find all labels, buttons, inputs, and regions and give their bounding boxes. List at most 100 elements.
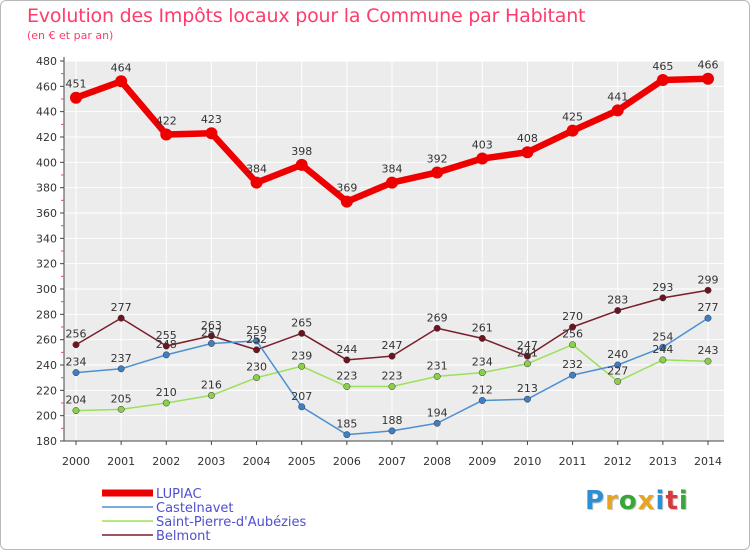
y-tick-label: 240 xyxy=(36,359,57,372)
data-point xyxy=(298,403,306,411)
y-gridlines xyxy=(64,60,724,442)
data-label: 277 xyxy=(698,301,719,314)
data-label: 256 xyxy=(562,328,583,341)
legend-label: Belmont xyxy=(156,529,210,544)
data-label: 256 xyxy=(66,328,87,341)
data-point xyxy=(253,346,261,354)
data-point xyxy=(162,399,170,407)
data-label: 398 xyxy=(291,145,312,158)
legend: LUPIACCastelnavetSaint-Pierre-d'Aubézies… xyxy=(102,487,307,544)
x-tick-label: 2007 xyxy=(378,455,406,468)
data-label: 261 xyxy=(472,321,493,334)
data-point xyxy=(478,369,486,377)
data-point xyxy=(433,419,441,427)
data-point xyxy=(659,343,667,351)
data-label: 270 xyxy=(562,310,583,323)
data-label: 384 xyxy=(382,163,403,176)
x-tick-label: 2014 xyxy=(694,455,722,468)
data-point xyxy=(614,361,622,369)
x-tick-label: 2003 xyxy=(197,455,225,468)
data-point xyxy=(388,352,396,360)
logo-letter: P xyxy=(585,486,606,516)
data-label: 403 xyxy=(472,139,493,152)
data-label: 241 xyxy=(517,347,538,360)
data-label: 465 xyxy=(652,60,673,73)
data-label: 441 xyxy=(607,90,628,103)
series-belmont xyxy=(72,286,712,364)
data-point xyxy=(117,365,125,373)
data-point xyxy=(569,371,577,379)
data-label: 234 xyxy=(472,356,493,369)
data-point xyxy=(295,158,308,171)
data-label: 232 xyxy=(562,358,583,371)
x-tick-label: 2001 xyxy=(107,455,135,468)
data-point xyxy=(702,72,714,85)
data-label: 408 xyxy=(517,132,538,145)
data-point xyxy=(614,307,622,314)
data-point xyxy=(207,332,215,340)
data-label: 216 xyxy=(201,378,222,391)
x-tick-label: 2009 xyxy=(468,455,496,468)
data-point xyxy=(433,324,441,332)
data-point xyxy=(659,356,667,364)
data-point xyxy=(250,176,263,189)
data-label: 244 xyxy=(652,343,673,356)
data-point xyxy=(72,407,80,415)
data-label: 248 xyxy=(156,338,177,351)
y-tick-label: 360 xyxy=(36,207,57,220)
x-tick-label: 2002 xyxy=(152,455,180,468)
data-label: 194 xyxy=(427,406,448,419)
data-point xyxy=(72,341,80,349)
data-label: 269 xyxy=(427,311,448,324)
y-tick-label: 280 xyxy=(36,308,57,321)
data-label: 223 xyxy=(336,370,357,383)
y-tick-label: 180 xyxy=(36,435,57,448)
data-label: 210 xyxy=(156,386,177,399)
data-point xyxy=(704,314,712,322)
y-tick-labels: 180 200 220 240 260 280 300 320 340 360 380 400 420 4… xyxy=(36,55,64,448)
data-label: 254 xyxy=(652,330,673,343)
data-label: 425 xyxy=(562,111,583,124)
x-tick-label: 2010 xyxy=(513,455,541,468)
y-tick-label: 400 xyxy=(36,156,57,169)
data-label: 265 xyxy=(291,316,312,329)
data-label: 237 xyxy=(111,352,132,365)
data-point xyxy=(523,360,531,368)
data-point xyxy=(343,356,351,364)
data-point xyxy=(70,91,82,104)
data-label: 204 xyxy=(66,394,87,407)
data-point xyxy=(659,294,667,302)
data-label: 230 xyxy=(246,361,267,374)
legend-label: Saint-Pierre-d'Aubézies xyxy=(156,515,307,530)
data-label: 185 xyxy=(336,418,357,431)
data-point xyxy=(388,427,396,435)
y-tick-label: 340 xyxy=(36,232,57,245)
x-tick-label: 2008 xyxy=(423,455,451,468)
data-point xyxy=(207,391,215,399)
data-point xyxy=(386,176,398,189)
data-label: 240 xyxy=(607,348,628,361)
data-point xyxy=(523,352,531,360)
data-point xyxy=(253,374,261,382)
data-point xyxy=(704,357,712,365)
data-label: 212 xyxy=(472,383,493,396)
data-label: 283 xyxy=(607,294,628,307)
data-label: 255 xyxy=(156,329,177,342)
logo-letter: o xyxy=(618,486,638,516)
data-label: 423 xyxy=(201,113,222,126)
x-tick-label: 2006 xyxy=(333,455,361,468)
data-label: 277 xyxy=(111,301,132,314)
y-tick-label: 480 xyxy=(36,55,57,68)
x-tick-label: 2011 xyxy=(559,455,587,468)
series-lupiac xyxy=(70,72,714,208)
data-label: 213 xyxy=(517,382,538,395)
data-label: 227 xyxy=(607,364,628,377)
data-point xyxy=(253,337,261,345)
logo-letter: r xyxy=(605,486,619,516)
proxiti-logo: Proxiti xyxy=(585,486,689,516)
data-point xyxy=(433,372,441,380)
data-label: 257 xyxy=(201,326,222,339)
logo-letter: i xyxy=(655,486,666,516)
